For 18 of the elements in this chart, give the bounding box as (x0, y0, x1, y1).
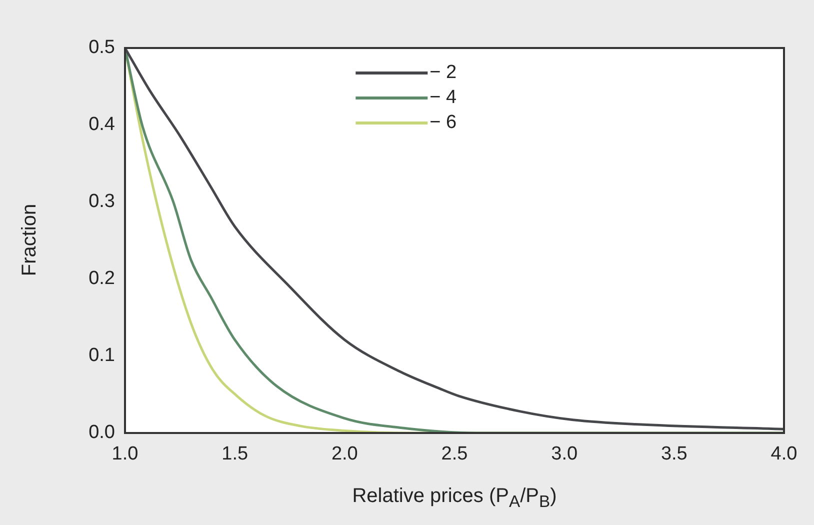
y-tick-label: 0.0 (88, 422, 115, 444)
x-tick-label: 2.0 (331, 444, 358, 465)
legend-label: − 6 (430, 112, 457, 134)
y-tick-label: 0.4 (88, 114, 116, 136)
x-tick-label: 4.0 (770, 444, 798, 465)
y-tick-label: 0.3 (88, 191, 115, 212)
x-axis-title: Relative prices (P$_{A}$/P$_{B}$) (351, 485, 558, 512)
y-tick-label: 0.1 (88, 345, 115, 366)
x-tick-label: 2.5 (441, 444, 468, 465)
x-tick-label: 1.5 (222, 444, 248, 465)
x-tick-label: 3.0 (551, 444, 578, 465)
legend-label: − 4 (430, 87, 458, 108)
x-tick-label: 3.5 (660, 444, 688, 465)
y-axis-title: Fraction (18, 204, 42, 276)
legend-label: − 2 (430, 62, 457, 84)
y-tick-label: 0.2 (88, 268, 115, 290)
y-tick-label: 0.5 (88, 37, 115, 58)
x-tick-label: 1.0 (112, 444, 138, 465)
